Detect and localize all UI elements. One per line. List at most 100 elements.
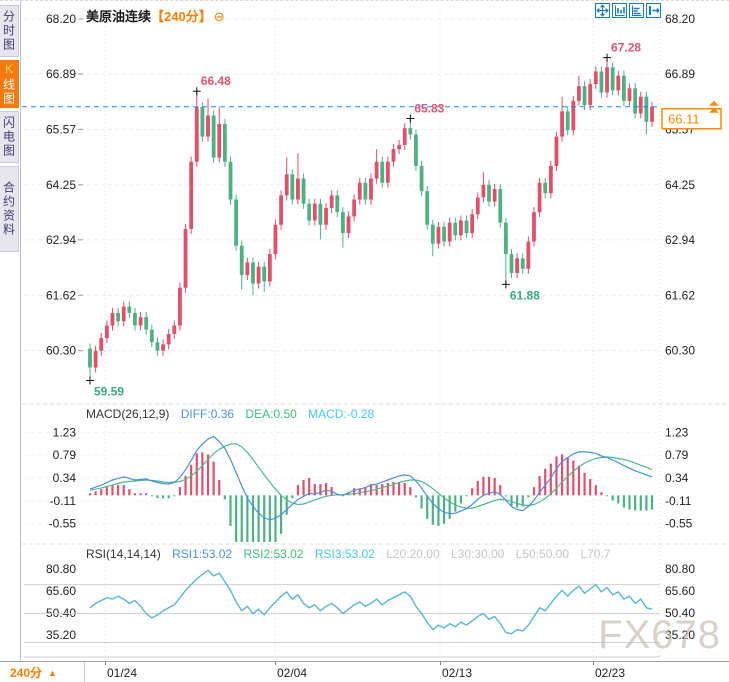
macd-hist-bar	[583, 472, 586, 496]
candle-body	[599, 71, 604, 93]
candle-body	[133, 312, 137, 326]
last-price-box	[661, 107, 722, 130]
candle-body	[110, 312, 115, 326]
candle-body	[442, 226, 446, 242]
macd-hist-bar	[392, 482, 395, 496]
macd-hist-bar	[504, 495, 507, 497]
macd-hist-bar	[386, 483, 389, 496]
chart-canvas[interactable]: 68.2068.2066.8966.8965.5765.5764.2564.25…	[0, 1, 729, 661]
macd-hist-bar	[639, 495, 642, 511]
candle-body	[200, 107, 205, 137]
macd-hist-bar	[291, 495, 294, 499]
macd-hist-bar	[594, 485, 597, 496]
macd-hist-bar	[516, 495, 519, 508]
candle-body	[239, 245, 244, 276]
candle-body	[149, 329, 154, 343]
x-axis-tick	[105, 661, 106, 665]
candle-body	[560, 111, 564, 137]
sidebar-tab-contract-info[interactable]: 合约资料	[0, 166, 19, 252]
rsi3-value: RSI3:53.02	[314, 547, 375, 561]
macd-hist-bar	[555, 456, 558, 496]
macd-hist-bar	[414, 495, 418, 498]
candle-body	[189, 161, 194, 229]
scale-x-icon[interactable]	[629, 3, 644, 18]
macd-hist-bar	[173, 495, 176, 497]
candle-body	[296, 178, 300, 200]
macd-hist-bar	[521, 495, 524, 507]
candle-body	[121, 306, 126, 322]
y-axis-label-right: 62.94	[665, 233, 695, 247]
candle-body	[318, 203, 323, 225]
rsi1-line	[89, 569, 653, 635]
macd-hist-bar	[94, 491, 97, 496]
candle-body	[352, 199, 357, 217]
macd-hist-bar	[358, 488, 361, 496]
rsi-axis-label-left: 50.40	[46, 606, 76, 620]
pan-icon[interactable]	[595, 3, 610, 18]
macd-hist-bar	[605, 495, 609, 497]
candle-body	[301, 178, 306, 204]
candle-body	[211, 115, 216, 158]
macd-hist-bar	[178, 487, 182, 496]
macd-hist-bar	[150, 495, 153, 497]
macd-hist-bar	[324, 483, 328, 496]
macd-hist-bar	[487, 476, 491, 496]
macd-hist-bar	[600, 492, 603, 496]
macd-hist-bar	[319, 484, 322, 496]
macd-hist-bar	[538, 475, 541, 496]
price-annotation: 66.48	[201, 74, 231, 88]
sidebar-tab-kline-chart[interactable]: K 线图	[0, 60, 19, 108]
macd-hist-bar	[302, 479, 305, 496]
macd-name: MACD(26,12,9)	[86, 407, 170, 421]
macd-header: MACD(26,12,9) DIFF:0.36 DEA:0.50 MACD:-0…	[86, 407, 374, 421]
macd-hist-bar	[235, 495, 238, 542]
macd-hist-bar	[246, 495, 249, 542]
period-label: 【240分】	[151, 9, 212, 24]
sidebar-tab-label: 闪电图	[1, 116, 16, 158]
candle-body	[217, 123, 222, 158]
price-annotation: 59.59	[94, 384, 124, 398]
collapse-icon[interactable]: ⊖	[213, 9, 225, 24]
macd-hist-bar	[560, 454, 564, 496]
export-icon[interactable]	[646, 3, 661, 18]
macd-hist-bar	[145, 493, 148, 496]
macd-hist-bar	[375, 485, 378, 496]
candle-body	[161, 344, 165, 351]
candle-body	[391, 149, 396, 162]
candle-body	[436, 226, 441, 244]
chart-title-row: 美原油连续【240分】 ⊖	[86, 6, 225, 25]
candle-body	[307, 203, 312, 221]
macd-hist-bar	[442, 495, 446, 524]
candle-body	[650, 106, 654, 122]
macd-axis-label-right: -0.11	[665, 494, 692, 508]
sidebar-tab-label-accent: K	[2, 62, 16, 78]
candle-body	[548, 165, 553, 194]
y-axis-label-left: 61.62	[46, 288, 76, 302]
y-axis-label-right: 61.62	[665, 288, 695, 302]
candle-body	[419, 165, 424, 192]
sidebar-tab-lightning-chart[interactable]: 闪电图	[0, 111, 19, 163]
symbol-title: 美原油连续	[86, 9, 152, 24]
period-selector[interactable]: 240分 ▲	[0, 662, 85, 682]
macd-hist-bar	[353, 488, 356, 496]
rsi2-value: RSI2:53.02	[243, 547, 304, 561]
macd-hist-bar	[223, 495, 226, 500]
y-axis-label-left: 68.20	[46, 12, 76, 26]
candle-body	[251, 262, 255, 284]
candle-body	[509, 254, 514, 274]
macd-hist-bar	[589, 478, 592, 496]
sidebar-tab-time-chart[interactable]: 分时图	[0, 5, 19, 57]
macd-hist-bar	[268, 495, 271, 542]
macd-hist-bar	[549, 463, 552, 496]
rsi3-line	[89, 569, 653, 635]
macd-hist-bar	[369, 484, 373, 496]
scale-y-icon[interactable]	[612, 3, 627, 18]
macd-hist-bar	[409, 487, 412, 496]
candle-body	[565, 111, 570, 131]
rsi-l70-value: L70:7	[580, 547, 611, 561]
candle-body	[526, 241, 531, 269]
candle-body	[341, 212, 345, 234]
x-axis-tick	[440, 661, 441, 665]
macd-hist-bar	[572, 460, 575, 496]
